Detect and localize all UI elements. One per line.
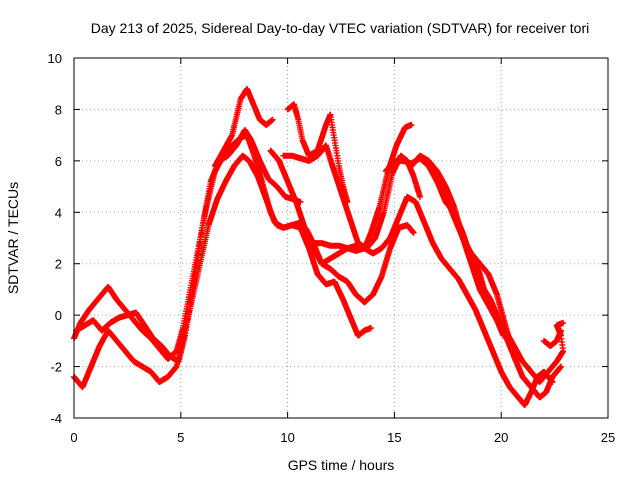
y-axis-title: SDTVAR / TECUs	[5, 182, 21, 294]
series-track-3	[73, 127, 304, 365]
series-markers	[73, 127, 304, 365]
chart-title: Day 213 of 2025, Sidereal Day-to-day VTE…	[91, 20, 590, 36]
series-track-13	[540, 327, 564, 349]
series-track-8	[310, 193, 556, 409]
plot-frame	[73, 57, 609, 419]
y-tick-label: 8	[55, 102, 62, 117]
y-tick-label: 4	[55, 205, 62, 220]
y-tick-label: -2	[50, 360, 62, 375]
series-layer	[71, 85, 567, 409]
series-track-6	[284, 101, 351, 205]
series-markers	[540, 327, 564, 349]
series-markers	[472, 260, 507, 339]
x-tick-label: 20	[494, 430, 508, 445]
y-tick-label: -4	[50, 411, 62, 426]
x-tick-label: 25	[601, 430, 615, 445]
series-markers	[284, 101, 351, 205]
series-markers	[71, 152, 374, 391]
x-tick-label: 10	[280, 430, 294, 445]
series-track-12	[472, 260, 507, 339]
ticks: 0 5 10 15 20 25 -4 -2 0 2 4 6 8 10	[48, 51, 616, 445]
y-tick-label: 2	[55, 257, 62, 272]
series-track-2	[71, 152, 374, 391]
y-tick-label: 0	[55, 308, 62, 323]
series-track-4	[212, 85, 276, 169]
series-markers	[212, 85, 276, 169]
y-tick-label: 10	[48, 51, 62, 66]
x-tick-label: 0	[70, 430, 77, 445]
series-markers	[310, 193, 556, 409]
x-axis-title: GPS time / hours	[288, 457, 395, 473]
x-tick-label: 15	[387, 430, 401, 445]
y-tick-label: 6	[55, 154, 62, 169]
x-tick-label: 5	[177, 430, 184, 445]
